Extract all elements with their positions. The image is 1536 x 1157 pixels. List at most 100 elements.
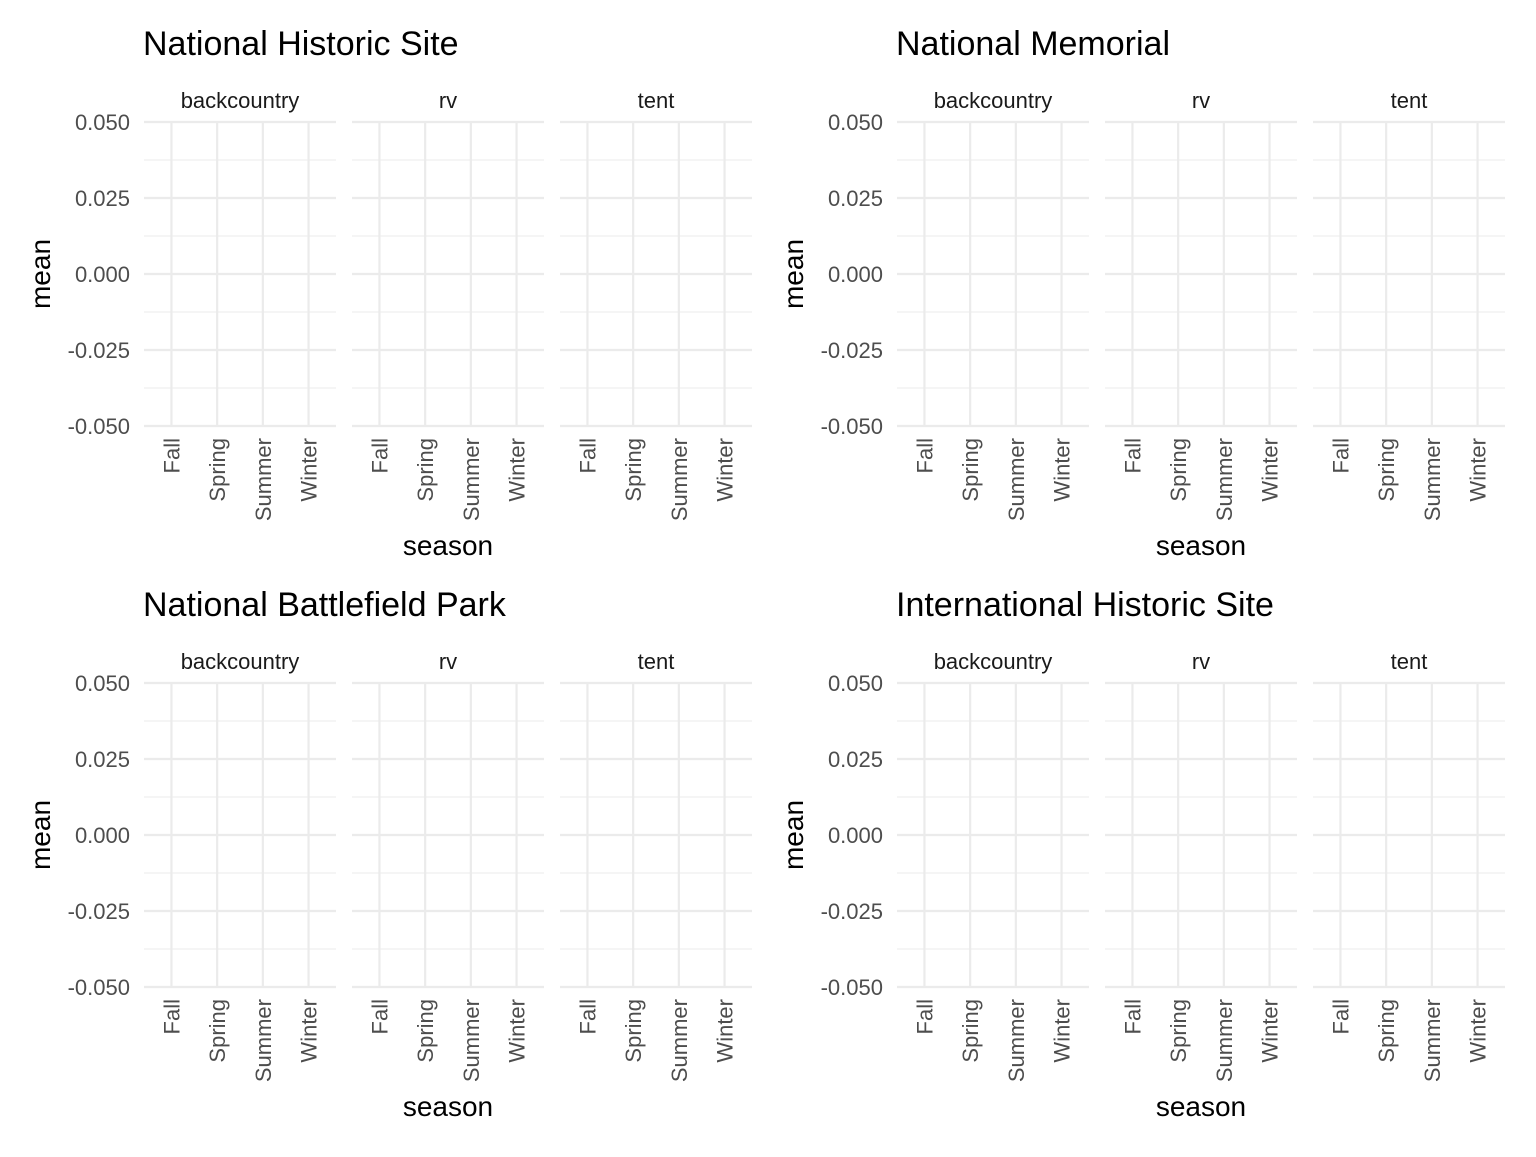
- y-tick-label: -0.050: [68, 975, 130, 1000]
- y-tick-label: 0.050: [75, 671, 130, 696]
- chart-panel-1: National Memorial -0.050 -0.025 0.000 0.025 0…: [778, 25, 1505, 561]
- x-tick-label: Fall: [1120, 999, 1145, 1034]
- y-tick-label: 0.050: [75, 110, 130, 135]
- x-tick-label: Winter: [1466, 999, 1491, 1063]
- x-tick-label: Winter: [297, 999, 322, 1063]
- facet-strip-label: backcountry: [934, 88, 1053, 113]
- facet-strip-label: rv: [439, 88, 457, 113]
- x-axis-title: season: [403, 530, 493, 561]
- facet-strip-label: tent: [1391, 88, 1428, 113]
- facet-strip-label: tent: [638, 88, 675, 113]
- x-tick-label: Summer: [1420, 999, 1445, 1082]
- facet-strip-label: rv: [439, 649, 457, 674]
- x-tick-label: Winter: [1050, 438, 1075, 502]
- x-tick-label: Summer: [251, 999, 276, 1082]
- x-tick-label: Winter: [1050, 999, 1075, 1063]
- facet-backcountry: backcountry Fall Spring Summer Winter: [144, 649, 336, 1082]
- facet-strip-label: tent: [1391, 649, 1428, 674]
- x-tick-label: Winter: [1466, 438, 1491, 502]
- y-tick-label: 0.025: [75, 747, 130, 772]
- x-tick-label: Fall: [912, 999, 937, 1034]
- chart-title: National Memorial: [896, 25, 1170, 63]
- facet-strip-label: rv: [1192, 88, 1210, 113]
- chart-panel-2: National Battlefield Park -0.050 -0.025 0.0…: [25, 586, 752, 1122]
- facet-backcountry: backcountry Fall Spring Summer Winter: [897, 649, 1089, 1082]
- x-axis-title: season: [1156, 1091, 1246, 1122]
- y-tick-label: 0.000: [828, 262, 883, 287]
- x-tick-label: Spring: [621, 438, 646, 502]
- facet-strip-label: backcountry: [181, 649, 300, 674]
- x-axis-title: season: [1156, 530, 1246, 561]
- facet-rv: rv Fall Spring Summer Winter: [1105, 649, 1297, 1082]
- chart-panel-0: National Historic Site -0.050 -0.025 0.000 0…: [25, 25, 752, 561]
- facet-rv: rv Fall Spring Summer Winter: [352, 649, 544, 1082]
- y-tick-label: -0.025: [68, 899, 130, 924]
- y-tick-label: 0.025: [828, 747, 883, 772]
- y-tick-label: 0.025: [75, 186, 130, 211]
- x-tick-label: Summer: [1212, 438, 1237, 521]
- facet-tent: tent Fall Spring Summer Winter: [560, 88, 752, 521]
- x-tick-label: Spring: [413, 438, 438, 502]
- y-tick-label: 0.050: [828, 671, 883, 696]
- y-tick-label: 0.050: [828, 110, 883, 135]
- x-tick-label: Summer: [667, 438, 692, 521]
- x-tick-label: Winter: [1258, 999, 1283, 1063]
- y-tick-label: -0.025: [821, 338, 883, 363]
- chart-panel-3: International Historic Site -0.050 -0.025 0…: [778, 586, 1505, 1122]
- chart-title: National Historic Site: [143, 25, 459, 63]
- y-tick-label: -0.050: [821, 975, 883, 1000]
- x-tick-label: Fall: [159, 999, 184, 1034]
- x-tick-label: Fall: [912, 438, 937, 473]
- x-tick-label: Summer: [459, 438, 484, 521]
- x-tick-label: Fall: [367, 438, 392, 473]
- facet-backcountry: backcountry Fall Spring Summer Winter: [897, 88, 1089, 521]
- x-tick-label: Fall: [575, 438, 600, 473]
- x-tick-label: Fall: [1120, 438, 1145, 473]
- facet-strip-label: rv: [1192, 649, 1210, 674]
- x-tick-label: Spring: [1374, 999, 1399, 1063]
- x-tick-label: Summer: [459, 999, 484, 1082]
- chart-title: International Historic Site: [896, 586, 1274, 624]
- y-tick-label: -0.050: [68, 414, 130, 439]
- x-tick-label: Fall: [367, 999, 392, 1034]
- y-tick-label: 0.000: [75, 262, 130, 287]
- x-tick-label: Winter: [713, 999, 738, 1063]
- y-axis-title: mean: [25, 239, 56, 309]
- facet-backcountry: backcountry Fall Spring Summer Winter: [144, 88, 336, 521]
- x-tick-label: Spring: [958, 438, 983, 502]
- x-tick-label: Summer: [1004, 999, 1029, 1082]
- y-tick-label: 0.025: [828, 186, 883, 211]
- x-tick-label: Winter: [1258, 438, 1283, 502]
- x-tick-label: Spring: [1166, 999, 1191, 1063]
- x-tick-label: Fall: [159, 438, 184, 473]
- chart-title: National Battlefield Park: [143, 586, 507, 624]
- x-tick-label: Winter: [297, 438, 322, 502]
- y-tick-label: -0.050: [821, 414, 883, 439]
- x-tick-label: Spring: [621, 999, 646, 1063]
- x-tick-label: Spring: [205, 999, 230, 1063]
- x-tick-label: Spring: [1374, 438, 1399, 502]
- facet-strip-label: backcountry: [934, 649, 1053, 674]
- x-tick-label: Fall: [575, 999, 600, 1034]
- x-tick-label: Summer: [1420, 438, 1445, 521]
- y-tick-label: 0.000: [828, 823, 883, 848]
- x-tick-label: Spring: [1166, 438, 1191, 502]
- x-tick-label: Spring: [958, 999, 983, 1063]
- y-tick-label: 0.000: [75, 823, 130, 848]
- facet-tent: tent Fall Spring Summer Winter: [1313, 88, 1505, 521]
- x-tick-label: Summer: [667, 999, 692, 1082]
- x-tick-label: Summer: [251, 438, 276, 521]
- facet-strip-label: tent: [638, 649, 675, 674]
- facet-strip-label: backcountry: [181, 88, 300, 113]
- x-tick-label: Winter: [505, 438, 530, 502]
- x-tick-label: Winter: [713, 438, 738, 502]
- x-tick-label: Spring: [413, 999, 438, 1063]
- y-axis-title: mean: [778, 800, 809, 870]
- y-tick-label: -0.025: [821, 899, 883, 924]
- facet-rv: rv Fall Spring Summer Winter: [352, 88, 544, 521]
- x-tick-label: Spring: [205, 438, 230, 502]
- x-tick-label: Fall: [1328, 999, 1353, 1034]
- y-axis-title: mean: [778, 239, 809, 309]
